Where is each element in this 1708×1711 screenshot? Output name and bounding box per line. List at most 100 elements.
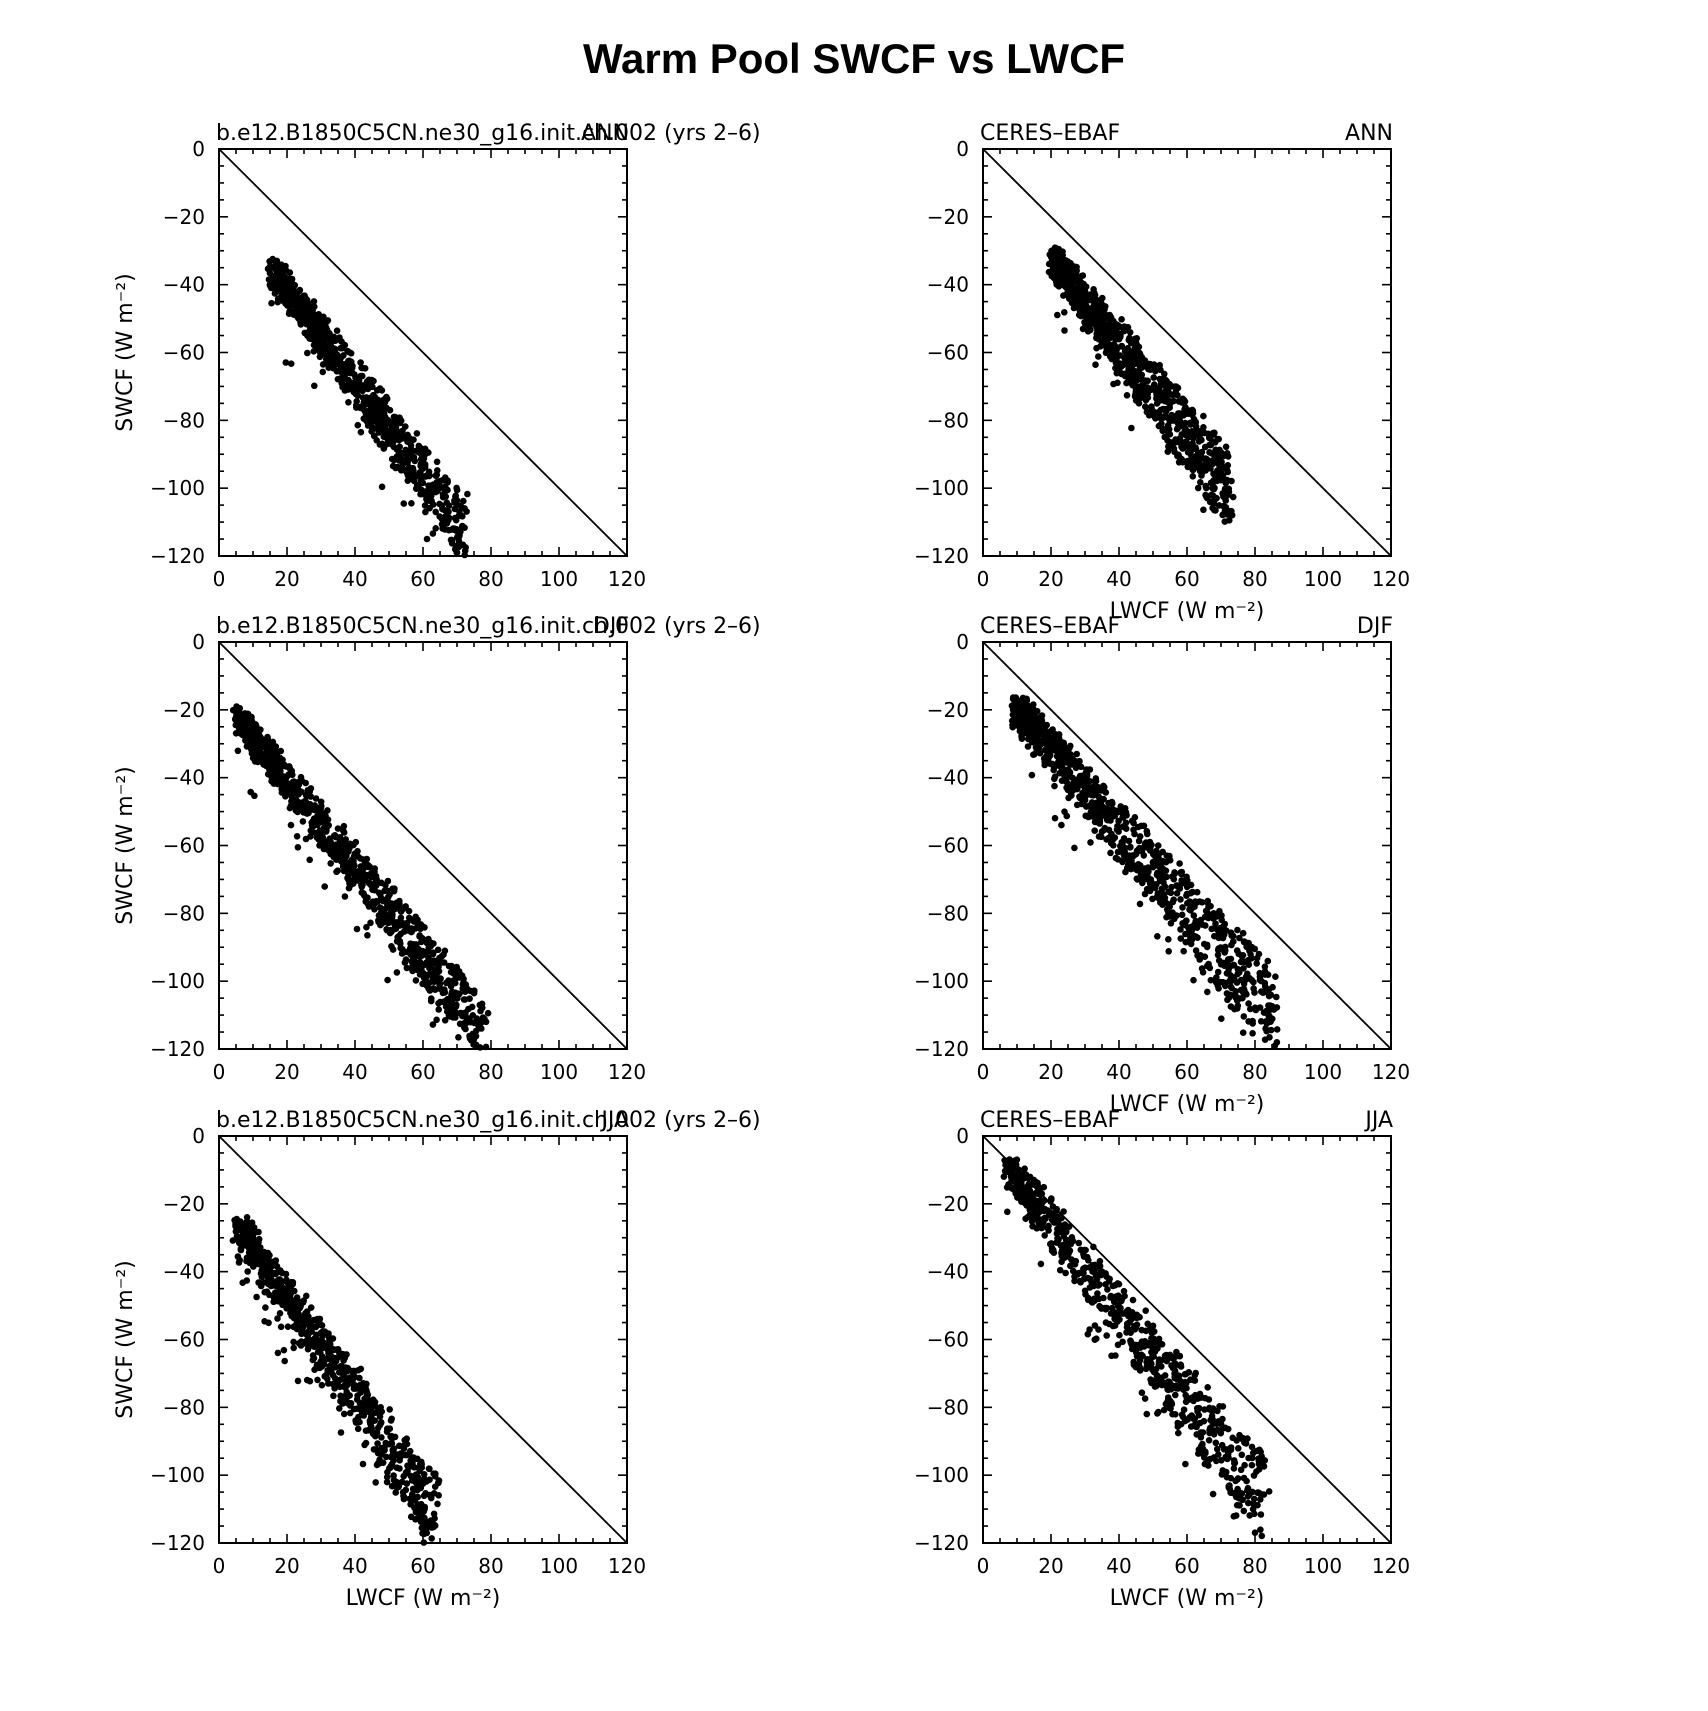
data-point — [313, 312, 321, 320]
data-point — [401, 959, 409, 966]
data-point — [388, 1440, 396, 1447]
data-point — [1124, 324, 1132, 331]
data-point — [282, 359, 290, 366]
data-point — [1210, 910, 1217, 917]
data-point — [1093, 334, 1100, 342]
data-point — [1012, 720, 1020, 728]
one-to-one-line — [982, 641, 1392, 1050]
data-point — [1087, 839, 1094, 846]
data-point — [1185, 924, 1192, 931]
data-point — [336, 1383, 344, 1391]
data-point — [1203, 493, 1210, 501]
x-tick-label: 120 — [1372, 567, 1410, 591]
data-point — [1262, 1018, 1270, 1025]
data-point — [316, 805, 323, 813]
data-point — [1137, 822, 1145, 830]
data-point — [369, 886, 376, 893]
data-point — [1118, 809, 1125, 816]
data-point — [1251, 945, 1259, 953]
data-point — [1200, 424, 1207, 431]
data-point — [1169, 417, 1177, 424]
data-point — [286, 275, 293, 283]
x-tick-label: 20 — [274, 567, 299, 591]
y-tick-label: −60 — [163, 341, 205, 365]
data-point — [1169, 873, 1176, 880]
data-point — [1099, 294, 1106, 302]
x-tick-label: 100 — [1304, 1060, 1342, 1084]
data-point — [1139, 380, 1147, 388]
data-point — [1079, 325, 1087, 333]
data-point — [1239, 929, 1247, 937]
data-point — [1146, 385, 1153, 393]
data-point — [1056, 762, 1063, 770]
data-point — [347, 369, 354, 377]
data-point — [1192, 419, 1199, 427]
data-point — [1179, 445, 1187, 452]
data-point — [336, 1405, 343, 1412]
data-point — [294, 297, 302, 304]
data-point — [1162, 413, 1170, 420]
data-point — [1125, 837, 1133, 845]
data-point — [1271, 1042, 1279, 1050]
data-point — [400, 434, 408, 441]
data-point — [1061, 808, 1068, 815]
data-point — [395, 933, 403, 940]
data-point — [390, 1445, 398, 1452]
data-point — [1126, 844, 1134, 851]
x-tick-label: 60 — [1174, 1060, 1199, 1084]
data-point — [302, 835, 310, 843]
x-tick-label: 0 — [213, 1060, 226, 1084]
data-point — [1018, 722, 1026, 730]
data-point — [310, 803, 317, 810]
data-point — [436, 513, 444, 520]
data-point — [1095, 353, 1102, 360]
data-point — [1118, 838, 1126, 846]
data-point — [1051, 773, 1059, 780]
data-point — [1166, 431, 1174, 438]
plot-frame — [982, 148, 1392, 557]
data-point — [367, 919, 374, 927]
data-point — [1104, 330, 1111, 338]
data-point — [327, 860, 335, 867]
data-point — [317, 817, 324, 825]
data-point — [300, 809, 307, 816]
x-tick-label: 80 — [1242, 567, 1267, 591]
data-point — [1060, 292, 1067, 299]
data-point — [286, 765, 294, 772]
data-point — [1035, 745, 1042, 752]
data-point — [430, 985, 437, 992]
panel-season-label: ANN — [581, 121, 629, 146]
data-point — [341, 893, 349, 900]
data-point — [1164, 394, 1171, 401]
x-tick-label: 120 — [1372, 1060, 1410, 1084]
data-point — [320, 828, 327, 835]
data-point — [418, 922, 426, 929]
data-point — [322, 355, 330, 363]
data-point — [484, 1009, 492, 1017]
y-tick-label: −120 — [914, 1037, 969, 1061]
data-point — [1107, 849, 1114, 857]
data-point — [394, 430, 401, 438]
scatter-panel-1: 0 20 40 60 80 100 120 0 −20 −40 −60 −80 −100 −120 b.e1… — [113, 121, 761, 591]
data-point — [1199, 969, 1207, 976]
data-point — [1043, 736, 1051, 744]
data-point — [1162, 858, 1170, 866]
data-point — [438, 520, 446, 528]
data-point — [350, 388, 358, 396]
data-point — [1077, 312, 1085, 320]
scatter-panel-5: 0 20 40 60 80 100 1200−20−40−60−80−100−120b.e1… — [113, 1108, 761, 1611]
y-tick-label: −40 — [163, 766, 205, 790]
data-point — [1209, 429, 1217, 437]
data-point — [303, 804, 311, 811]
data-point — [383, 1478, 391, 1486]
data-point — [373, 897, 380, 905]
data-point — [448, 988, 456, 996]
data-point — [423, 535, 431, 543]
data-point — [430, 1490, 438, 1497]
data-point — [250, 1230, 257, 1237]
data-point — [1169, 391, 1177, 399]
data-point — [1173, 912, 1180, 919]
data-point — [1148, 403, 1155, 410]
data-point — [329, 1380, 337, 1388]
data-point — [409, 967, 416, 975]
